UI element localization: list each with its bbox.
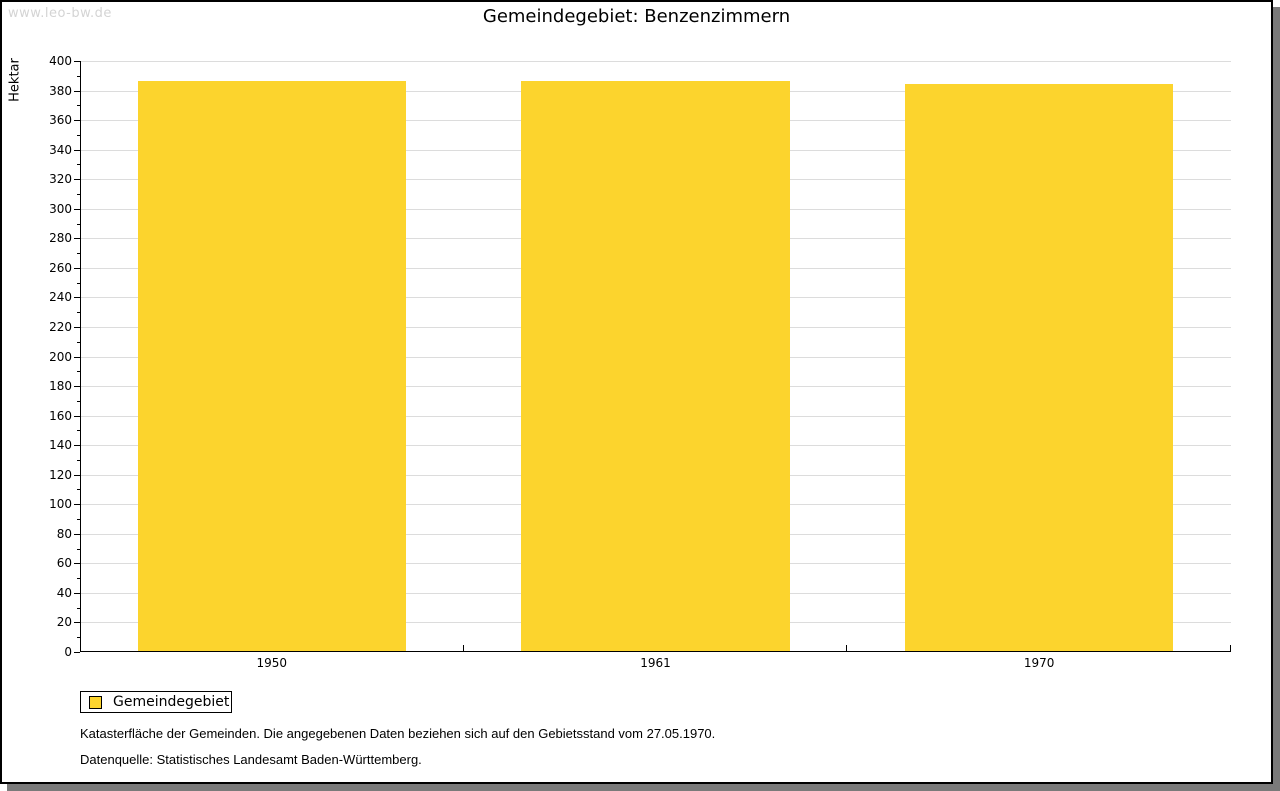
y-axis-tick xyxy=(74,149,80,151)
y-axis-minor-tick xyxy=(77,134,80,136)
y-axis-minor-tick xyxy=(77,164,80,166)
y-axis-tick xyxy=(74,208,80,210)
y-axis-tick xyxy=(74,563,80,565)
y-axis-minor-tick xyxy=(77,75,80,77)
y-axis-minor-tick xyxy=(77,548,80,550)
legend-label: Gemeindegebiet xyxy=(113,694,230,710)
y-axis-minor-tick xyxy=(77,430,80,432)
y-axis-tick-label: 80 xyxy=(56,526,72,541)
y-axis-minor-tick xyxy=(77,578,80,580)
y-axis-tick xyxy=(74,533,80,535)
y-axis-line xyxy=(80,61,81,652)
legend-swatch xyxy=(89,695,102,709)
y-axis-tick-label: 400 xyxy=(49,54,72,68)
y-axis-tick xyxy=(74,61,80,62)
y-axis-minor-tick xyxy=(77,637,80,639)
y-axis-tick-label: 0 xyxy=(64,645,72,659)
y-axis-tick-label: 180 xyxy=(49,379,72,394)
y-axis-tick-label: 20 xyxy=(56,615,72,630)
y-axis-tick-label: 140 xyxy=(49,438,72,453)
y-axis-tick xyxy=(74,326,80,328)
y-axis-tick xyxy=(74,297,80,299)
footnote-source-line1: Katasterfläche der Gemeinden. Die angege… xyxy=(80,726,716,741)
y-axis-title: Hektar xyxy=(7,58,23,102)
x-axis-tick xyxy=(462,645,464,651)
y-axis-tick-label: 320 xyxy=(49,172,72,187)
y-axis-tick-label: 60 xyxy=(56,556,72,571)
y-axis-tick xyxy=(74,415,80,417)
y-axis-tick xyxy=(74,179,80,181)
y-axis-minor-tick xyxy=(77,371,80,373)
y-axis-tick xyxy=(74,120,80,122)
y-axis-tick xyxy=(74,445,80,447)
plot-area: 0 20 40 60 80 100 120 140 160 180 200 220 240 260 280 3… xyxy=(49,54,1231,670)
y-axis-tick-label: 160 xyxy=(49,408,72,423)
y-axis-tick xyxy=(74,356,80,358)
bar xyxy=(904,83,1174,651)
y-axis-tick-label: 220 xyxy=(49,319,72,334)
y-axis-minor-tick xyxy=(77,193,80,195)
y-axis-minor-tick xyxy=(77,341,80,343)
y-axis-minor-tick xyxy=(77,489,80,491)
y-axis-minor-tick xyxy=(77,282,80,284)
y-axis-minor-tick xyxy=(77,312,80,314)
y-axis-tick xyxy=(74,592,80,594)
x-axis-label: 1970 xyxy=(1023,656,1055,670)
y-axis-tick-label: 360 xyxy=(49,113,72,128)
y-axis-tick xyxy=(74,652,80,653)
y-axis-tick xyxy=(74,386,80,388)
y-axis-tick xyxy=(74,622,80,624)
x-axis-label: 1950 xyxy=(256,656,288,670)
y-axis-tick xyxy=(74,504,80,506)
y-axis-tick-label: 380 xyxy=(49,83,72,98)
y-axis-minor-tick xyxy=(77,459,80,461)
y-axis-tick-label: 340 xyxy=(49,142,72,157)
y-axis-minor-tick xyxy=(77,400,80,402)
x-axis-tick xyxy=(846,645,848,651)
y-axis-tick xyxy=(74,267,80,269)
x-axis-tick xyxy=(1230,645,1231,651)
y-axis-minor-tick xyxy=(77,253,80,255)
y-axis-minor-tick xyxy=(77,519,80,521)
x-axis-line xyxy=(80,651,1231,652)
y-axis-tick-label: 260 xyxy=(49,260,72,275)
gridline xyxy=(81,61,1231,62)
bar xyxy=(521,80,790,651)
x-axis-label: 1961 xyxy=(640,656,671,670)
y-axis-tick xyxy=(74,90,80,92)
y-axis-tick-label: 240 xyxy=(49,290,72,305)
y-axis-tick-label: 120 xyxy=(49,467,72,482)
y-axis-minor-tick xyxy=(77,105,80,107)
y-axis-tick-label: 100 xyxy=(49,497,72,512)
bar xyxy=(137,80,407,651)
y-axis-minor-tick xyxy=(77,607,80,609)
footnote-source-line2: Datenquelle: Statistisches Landesamt Bad… xyxy=(80,752,422,767)
legend: Gemeindegebiet xyxy=(80,691,232,713)
y-axis-tick xyxy=(74,474,80,476)
y-axis-tick-label: 40 xyxy=(56,585,72,600)
watermark-text: www.leo-bw.de xyxy=(8,6,112,21)
y-axis-tick xyxy=(74,238,80,240)
y-axis-tick-label: 300 xyxy=(49,201,72,216)
y-axis-tick-label: 200 xyxy=(49,349,72,364)
y-axis-tick-label: 280 xyxy=(49,231,72,246)
y-axis-minor-tick xyxy=(77,223,80,225)
chart-title: Gemeindegebiet: Benzenzimmern xyxy=(482,6,791,27)
